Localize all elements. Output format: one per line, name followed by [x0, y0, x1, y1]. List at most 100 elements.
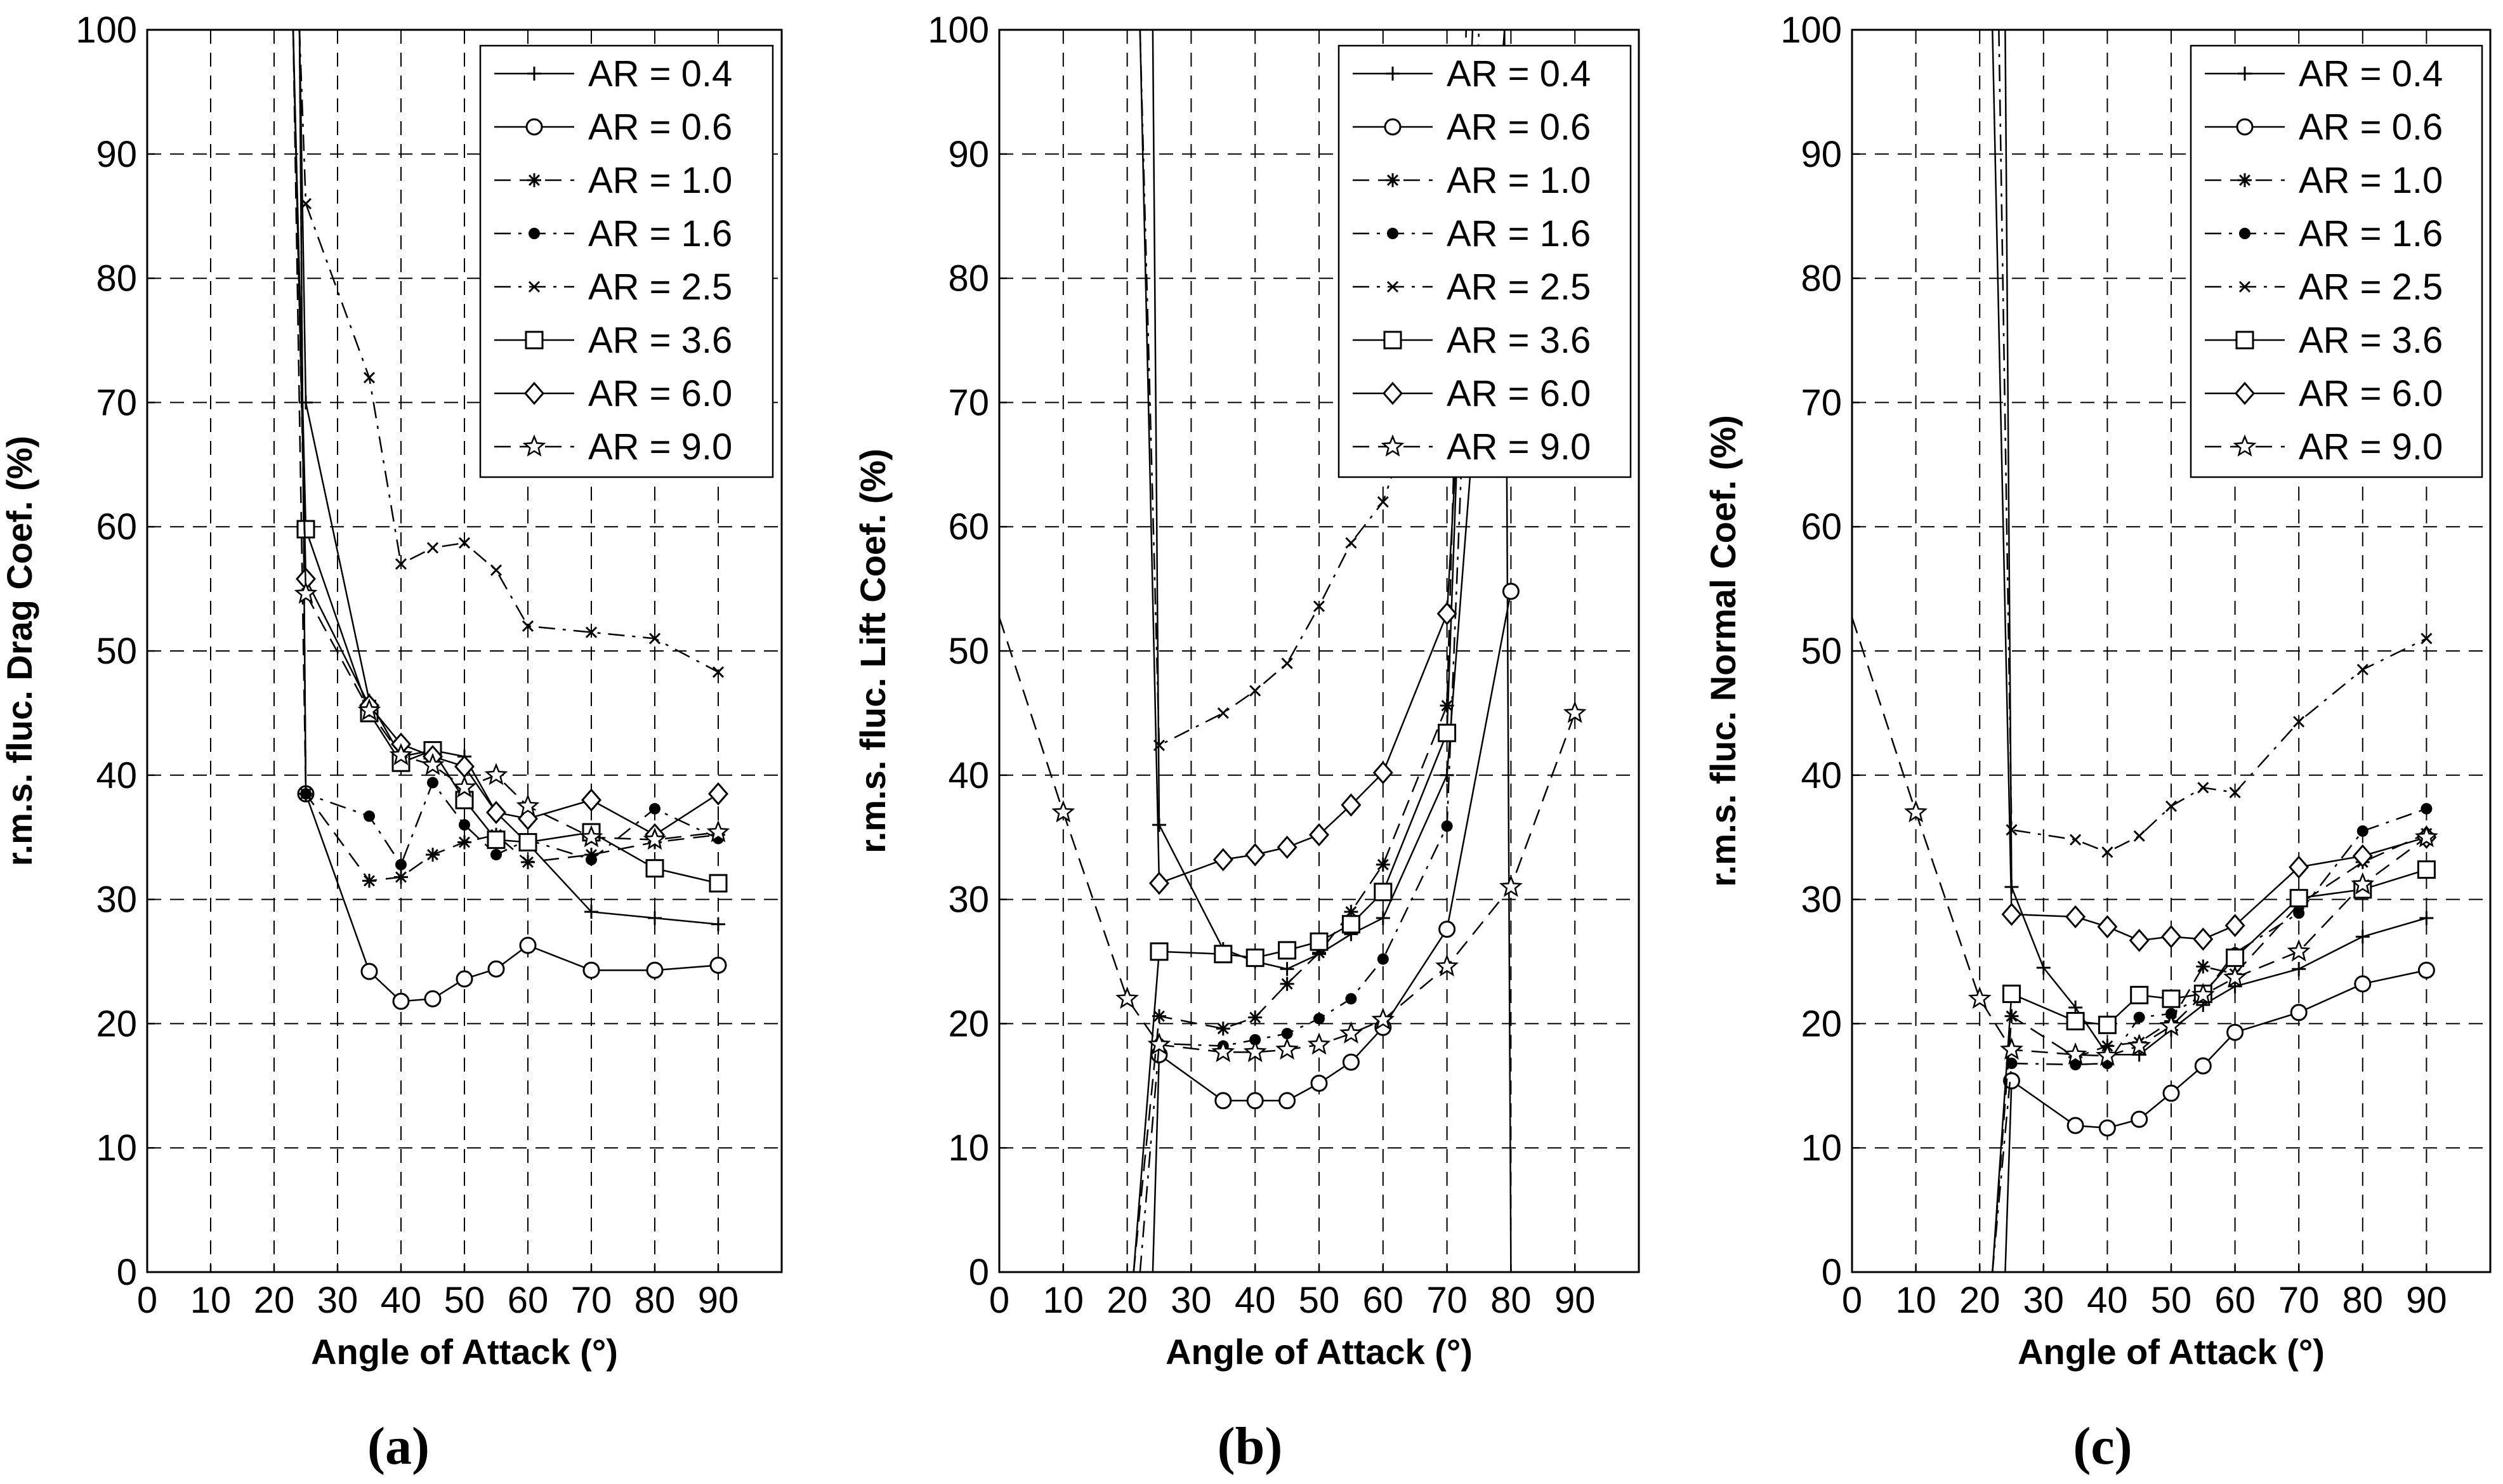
data-point	[2289, 889, 2308, 908]
data-point	[1374, 883, 1393, 902]
data-point	[1115, 986, 1140, 1009]
data-point	[2419, 910, 2434, 925]
legend-item: AR = 1.6	[494, 213, 732, 254]
x-tick-label: 60	[2214, 1280, 2256, 1321]
legend-item: AR = 0.6	[2205, 107, 2443, 148]
x-tick-label: 30	[1171, 1280, 1212, 1321]
data-point	[582, 961, 600, 979]
series-line	[1133, 30, 1474, 1272]
x-axis: 0 10 20 30 40 50 60 70 80 90	[137, 1264, 739, 1321]
data-point	[2165, 1008, 2177, 1020]
x-tick-label: 70	[2278, 1280, 2320, 1321]
series-line	[1133, 30, 1468, 1272]
series-line	[1992, 969, 2427, 1272]
data-point	[1310, 1074, 1328, 1092]
data-point	[2290, 1004, 2308, 1021]
data-point	[456, 970, 473, 988]
data-point	[711, 917, 725, 931]
legend-item: AR = 1.0	[2205, 160, 2443, 201]
data-point	[1435, 954, 1459, 977]
data-point	[2352, 844, 2373, 868]
data-point	[2101, 846, 2113, 858]
legend-marker	[1381, 434, 1405, 457]
data-point	[2066, 1117, 2084, 1134]
data-point	[1345, 537, 1357, 549]
legend-box	[479, 44, 774, 478]
data-point	[1249, 685, 1261, 697]
y-tick-label: 70	[96, 382, 137, 423]
legend-label: AR = 9.0	[2299, 426, 2443, 468]
data-point	[484, 763, 508, 785]
y-tick-label: 30	[1801, 879, 1842, 921]
legend-label: AR = 0.4	[1447, 53, 1591, 95]
legend-label: AR = 1.6	[1447, 213, 1591, 254]
data-point	[2131, 1110, 2148, 1128]
data-point	[1212, 848, 1233, 872]
legend-label: AR = 0.4	[2299, 53, 2443, 95]
x-tick-label: 40	[1235, 1280, 1276, 1321]
data-point	[2356, 825, 2368, 837]
y-tick-label: 30	[96, 879, 137, 921]
data-point	[709, 874, 728, 893]
y-tick-label: 40	[948, 755, 989, 796]
legend-marker	[2235, 331, 2254, 350]
x-tick-label: 10	[190, 1280, 232, 1321]
data-point	[1438, 723, 1457, 742]
series-line	[298, 30, 719, 673]
data-point	[300, 788, 312, 800]
chart-panel-c: 0 10 20 30 40 50 60 70 80 90 0 10 20 30 40 50 60 70 80 90 10…	[1703, 10, 2492, 1476]
series-line	[280, 30, 719, 836]
data-point	[2162, 989, 2181, 1008]
x-axis-title: Angle of Attack (°)	[2018, 1332, 2325, 1372]
y-tick-label: 30	[948, 879, 989, 921]
data-point	[2287, 939, 2311, 962]
x-axis: 0 10 20 30 40 50 60 70 80 90	[1842, 1264, 2447, 1321]
data-point	[709, 956, 727, 974]
data-point	[394, 870, 408, 884]
data-point	[2351, 872, 2375, 895]
legend-item: AR = 0.4	[494, 53, 732, 95]
data-point	[2229, 787, 2241, 799]
legend-item: AR = 1.0	[1353, 160, 1591, 201]
x-tick-label: 80	[1490, 1280, 1532, 1321]
legend-item: AR = 2.5	[494, 266, 732, 308]
legend-label: AR = 6.0	[2299, 373, 2443, 414]
data-point	[1275, 1037, 1299, 1060]
data-point	[2224, 914, 2245, 937]
data-point	[1248, 1010, 1263, 1025]
x-tick-label: 60	[508, 1280, 549, 1321]
data-point	[1502, 582, 1520, 600]
data-point	[1281, 657, 1293, 669]
data-point	[1904, 800, 1928, 823]
data-point	[2000, 1037, 2023, 1060]
legend: AR = 0.4 AR = 0.6 AR = 1.0 AR = 1.6 AR = 2.5…	[479, 44, 774, 478]
data-point	[1438, 921, 1456, 938]
data-point	[2191, 983, 2215, 1006]
data-point	[2133, 1011, 2145, 1023]
legend-marker	[2238, 280, 2251, 293]
data-point	[1345, 993, 1357, 1005]
data-point	[1214, 945, 1233, 964]
legend-marker	[1386, 173, 1400, 187]
legend-label: AR = 9.0	[588, 426, 732, 468]
legend-marker	[524, 381, 544, 405]
chart-panel-b: 0 10 20 30 40 50 60 70 80 90 0 10 20 30 40 50 60 70 80 90 10…	[853, 10, 1640, 1476]
legend-label: AR = 3.6	[2299, 320, 2443, 361]
data-point	[459, 819, 470, 831]
data-point	[1441, 820, 1453, 832]
data-point	[487, 831, 506, 850]
legend-marker	[2239, 228, 2250, 239]
data-point	[490, 564, 503, 576]
y-tick-label: 50	[96, 631, 137, 672]
legend-marker	[1383, 331, 1402, 350]
data-point	[2421, 803, 2433, 815]
legend-item: AR = 2.5	[1353, 266, 1591, 308]
legend-marker	[525, 118, 543, 136]
legend-item: AR = 1.6	[2205, 213, 2443, 254]
y-tick-label: 50	[1801, 631, 1842, 672]
data-point	[1280, 976, 1294, 991]
data-point	[458, 537, 471, 549]
panel-label: (b)	[1218, 1417, 1283, 1476]
legend-item: AR = 6.0	[2205, 373, 2443, 414]
x-tick-label: 40	[381, 1280, 422, 1321]
